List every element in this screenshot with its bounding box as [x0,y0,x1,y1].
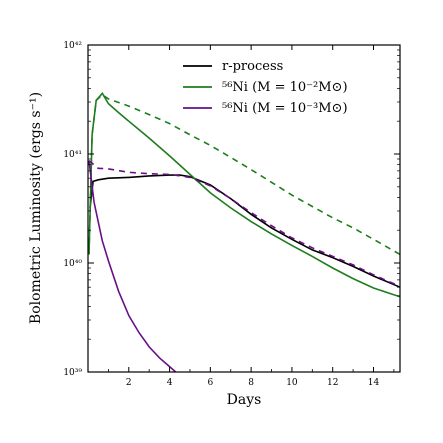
legend: r-process ⁵⁶Ni (M = 10⁻²M⊙) ⁵⁶Ni (M = 10⁻³… [183,59,348,116]
ticks-layer: 2 4 6 8 10 12 14 10³⁹ 10⁴⁰ 10⁴¹ 10⁴² [63,41,400,388]
series-line-1 [88,92,400,298]
series-line-4 [88,159,400,288]
y-tick-label-1: 10⁴⁰ [63,259,82,269]
x-axis-label: Days [227,392,262,408]
x-tick-label-5: 12 [327,378,338,388]
y-tick-label-2: 10⁴¹ [63,150,82,160]
x-tick-label-1: 4 [167,378,173,388]
y-axis-label: Bolometric Luminosity (ergs s⁻¹) [28,92,44,324]
x-tick-label-0: 2 [126,378,132,388]
x-tick-label-6: 14 [368,378,380,388]
series-line-0 [89,174,400,288]
legend-label-1: ⁵⁶Ni (M = 10⁻²M⊙) [222,80,348,95]
x-tick-label-3: 8 [248,378,254,388]
y-tick-label-3: 10⁴² [63,41,82,51]
plot-frame [87,44,401,373]
legend-label-0: r-process [222,59,283,74]
series-layer [88,92,400,372]
x-tick-label-2: 6 [207,378,213,388]
series-line-3 [88,160,177,372]
legend-label-2: ⁵⁶Ni (M = 10⁻³M⊙) [222,101,348,116]
x-tick-label-4: 10 [286,378,298,388]
y-tick-label-0: 10³⁹ [63,368,82,378]
